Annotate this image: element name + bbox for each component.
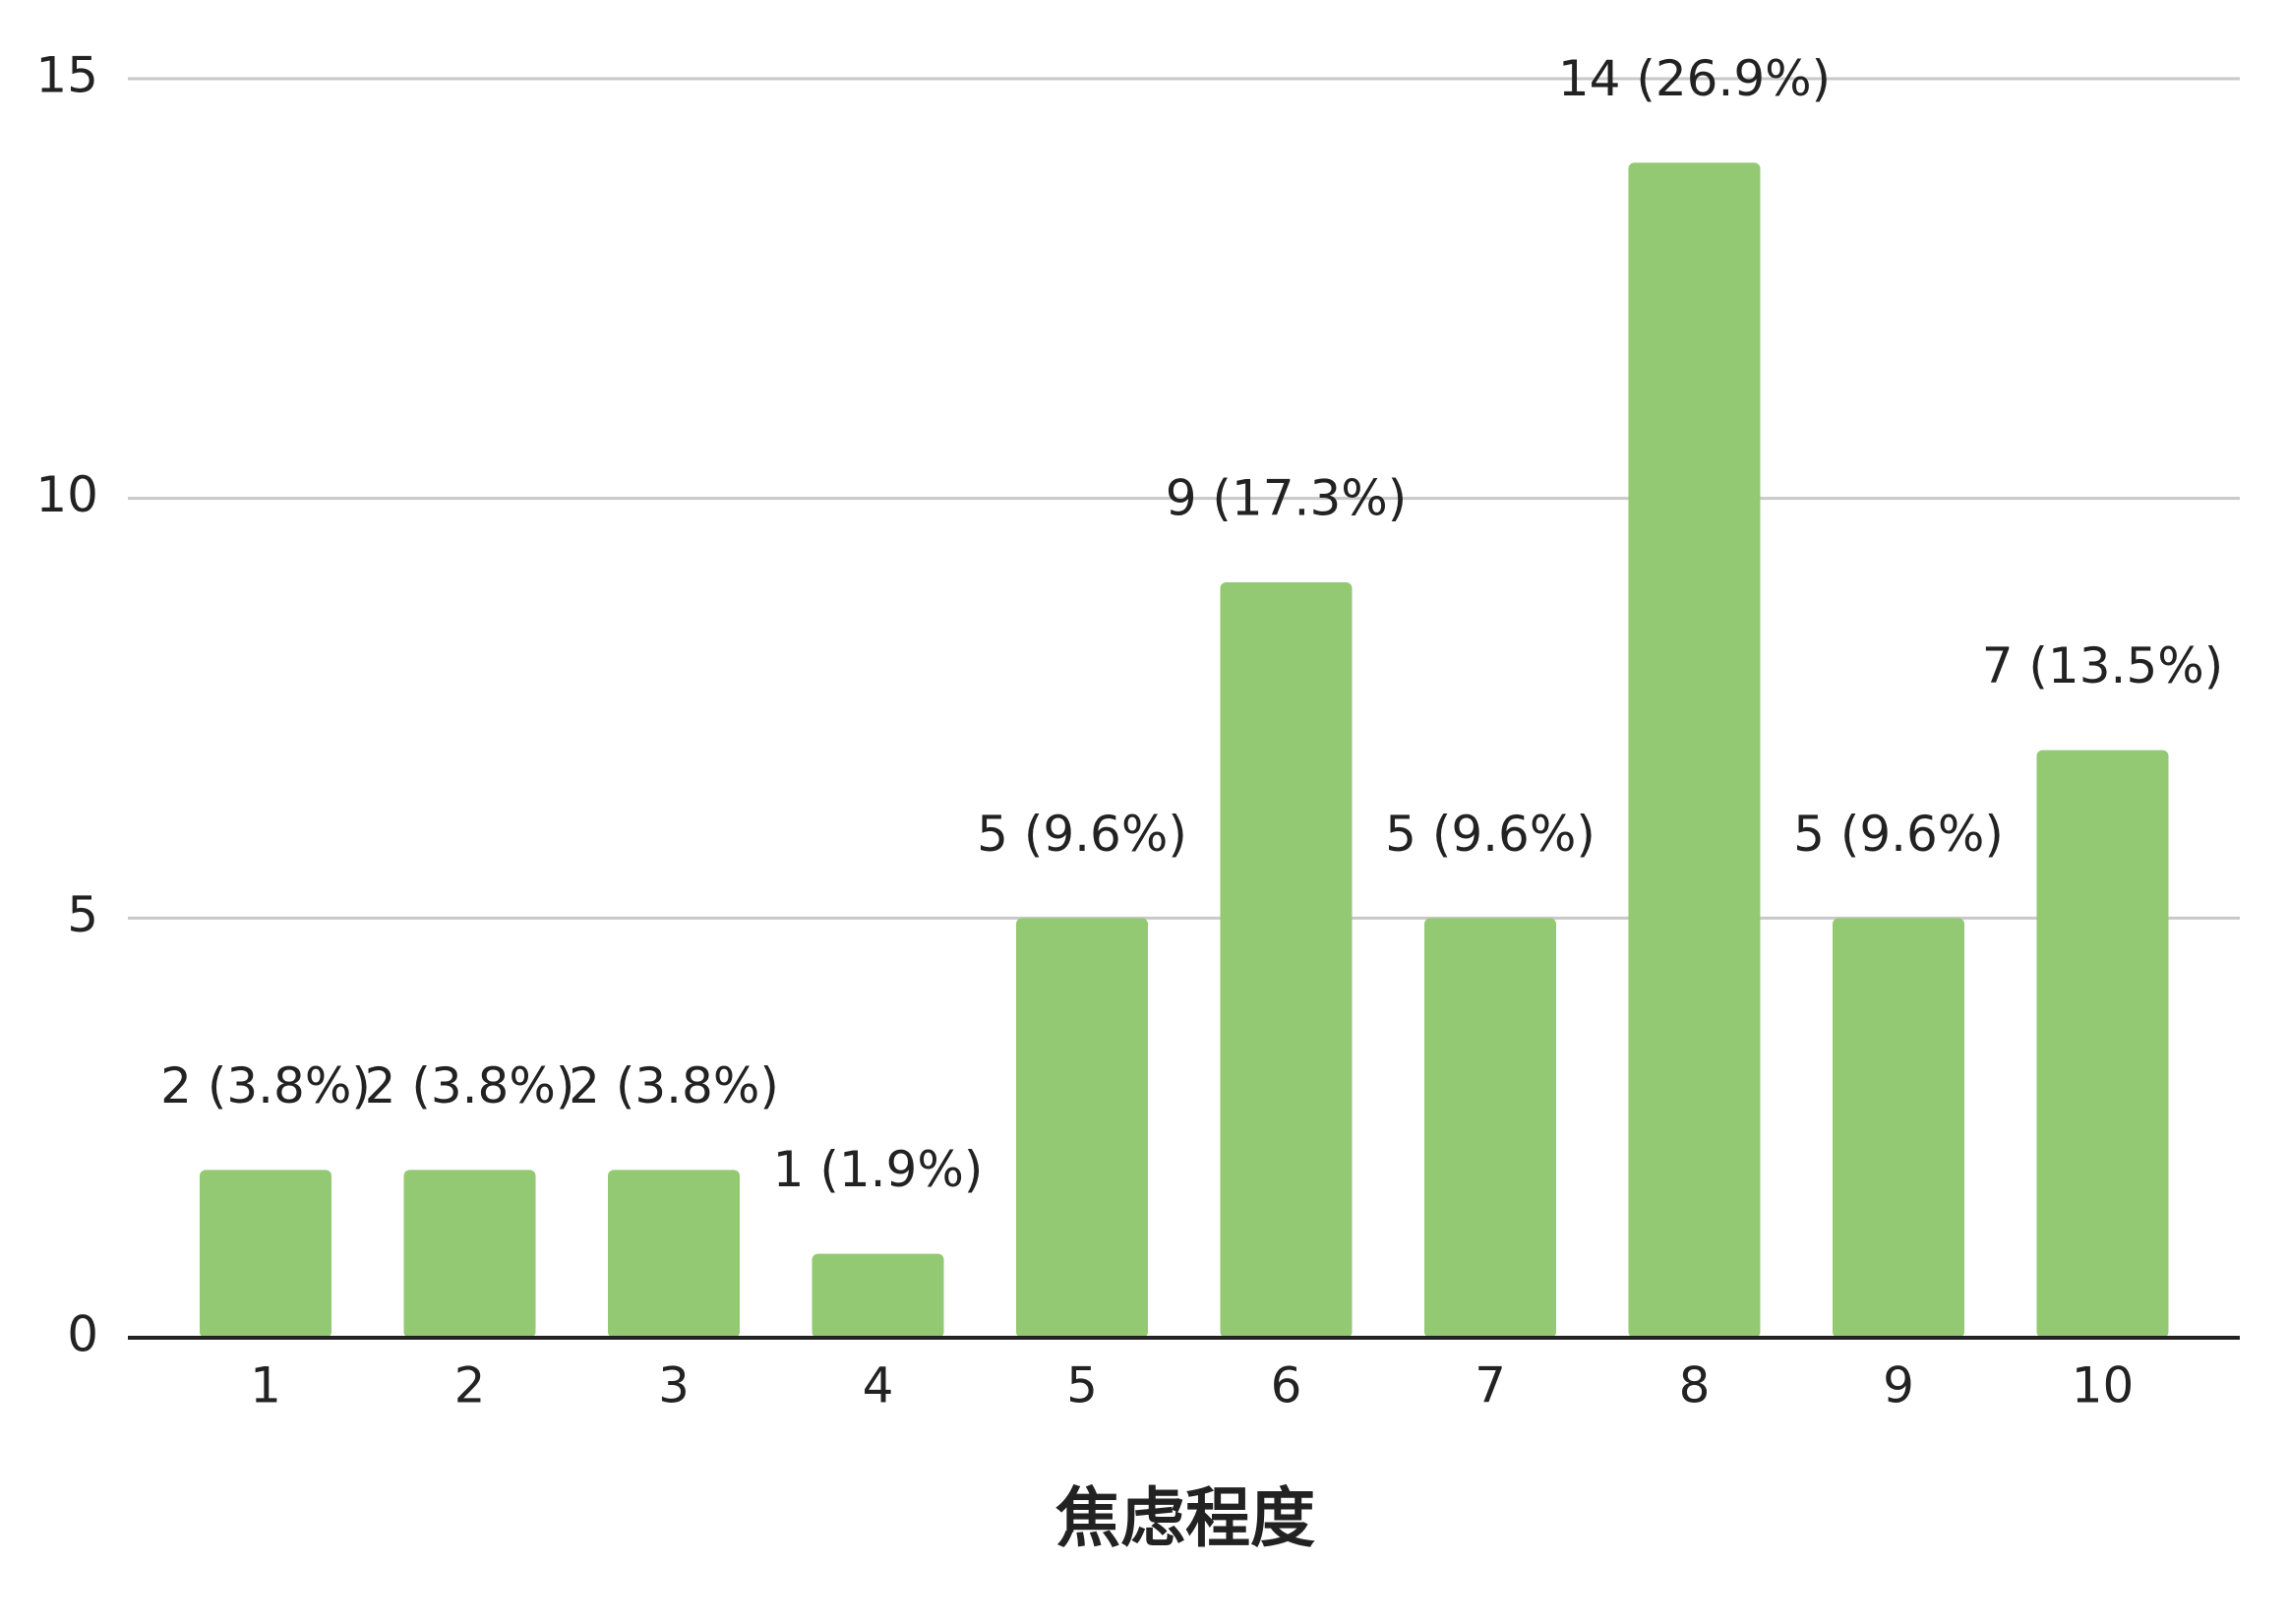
y-tick-label: 0 (67, 1306, 98, 1363)
x-tick-label: 10 (2072, 1357, 2135, 1414)
y-tick-label: 15 (35, 47, 98, 104)
x-tick-label: 9 (1883, 1357, 1914, 1414)
value-label: 2 (3.8%) (160, 1057, 371, 1114)
value-label: 2 (3.8%) (569, 1057, 779, 1114)
y-tick-label: 5 (67, 886, 98, 943)
value-label: 1 (1.9%) (773, 1141, 984, 1198)
value-label: 2 (3.8%) (365, 1057, 575, 1114)
y-tick-label: 10 (35, 466, 98, 523)
bar (1628, 162, 1761, 1338)
bar (200, 1170, 331, 1338)
bar (1016, 918, 1148, 1338)
bar (403, 1170, 536, 1338)
bar (812, 1253, 944, 1338)
x-tick-label: 1 (250, 1357, 281, 1414)
value-label: 14 (26.9%) (1558, 50, 1831, 107)
x-tick-label: 2 (454, 1357, 486, 1414)
x-axis-title: 焦虑程度 (1055, 1480, 1315, 1556)
bar (608, 1170, 740, 1338)
x-tick-label: 8 (1679, 1357, 1711, 1414)
bar (1833, 918, 1964, 1338)
value-label: 7 (13.5%) (1982, 637, 2224, 694)
x-tick-label: 4 (863, 1357, 894, 1414)
value-label: 9 (17.3%) (1166, 470, 1408, 527)
x-tick-label: 7 (1475, 1357, 1506, 1414)
value-label: 5 (9.6%) (1793, 806, 2004, 863)
bar (1424, 918, 1556, 1338)
value-label: 5 (9.6%) (1385, 806, 1596, 863)
x-tick-label: 5 (1066, 1357, 1098, 1414)
x-tick-label: 6 (1271, 1357, 1302, 1414)
bar (1220, 582, 1353, 1338)
bar (2036, 750, 2169, 1338)
x-tick-label: 3 (658, 1357, 690, 1414)
value-label: 5 (9.6%) (977, 806, 1187, 863)
